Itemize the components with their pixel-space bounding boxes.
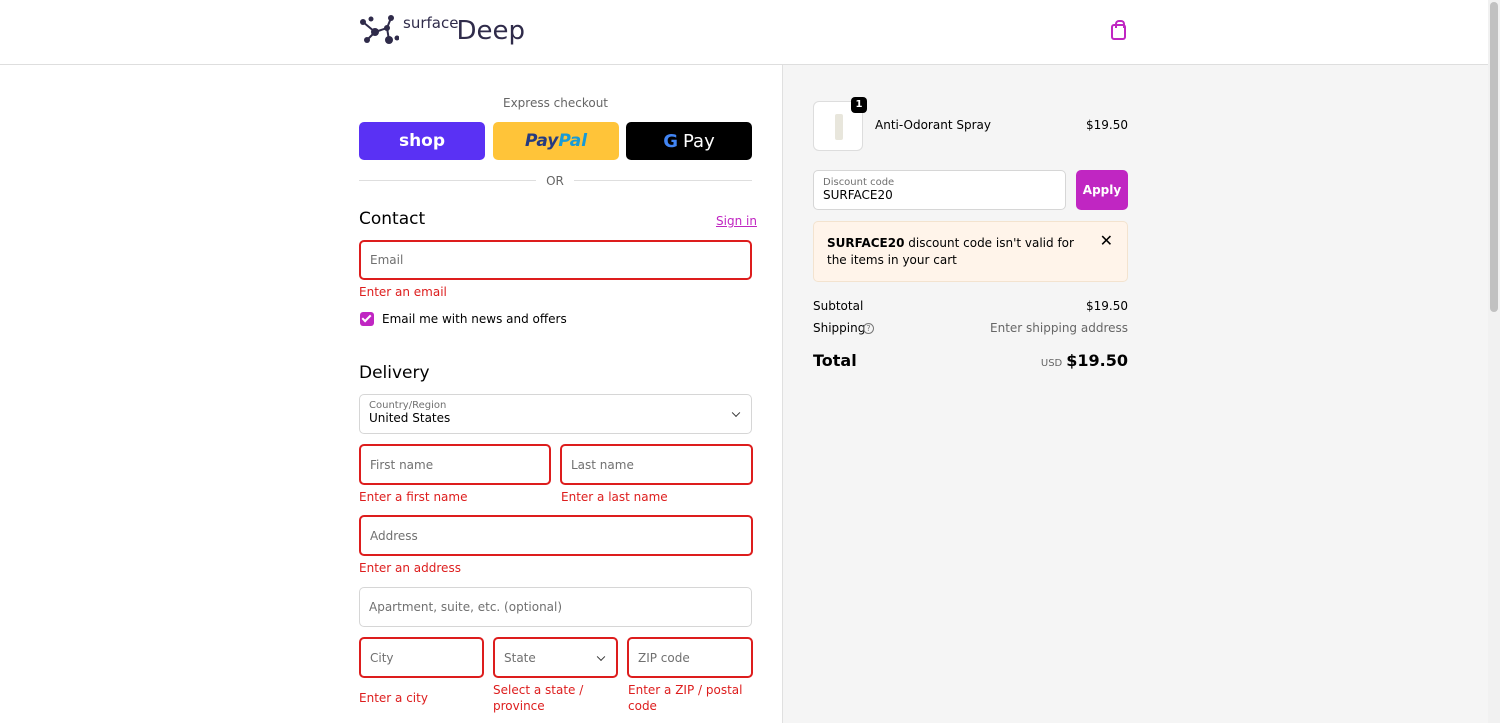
brand-small: surface: [403, 14, 459, 32]
zip-placeholder: ZIP code: [638, 650, 690, 665]
newsletter-label: Email me with news and offers: [382, 312, 567, 326]
delivery-title: Delivery: [359, 363, 430, 383]
subtotal-label: Subtotal: [813, 299, 864, 313]
scrollbar[interactable]: [1488, 0, 1500, 723]
contact-title: Contact: [359, 209, 426, 229]
first-name-error: Enter a first name: [359, 490, 468, 504]
total-value-group: USD $19.50: [1020, 351, 1128, 370]
shopping-bag-icon[interactable]: [1111, 20, 1126, 40]
apartment-input[interactable]: Apartment, suite, etc. (optional): [359, 587, 752, 627]
alert-text: discount code isn't valid for the items …: [827, 236, 1074, 267]
country-label: Country/Region: [369, 400, 447, 411]
or-divider: OR: [546, 174, 564, 188]
discount-code-input[interactable]: Discount code SURFACE20: [813, 170, 1066, 210]
state-placeholder: State: [504, 650, 536, 665]
total-label: Total: [813, 351, 857, 370]
email-error: Enter an email: [359, 285, 447, 299]
address-placeholder: Address: [370, 528, 418, 543]
state-error: Select a state / province: [493, 683, 584, 713]
product-price: $19.50: [1086, 118, 1128, 132]
total-value: $19.50: [1066, 351, 1128, 370]
email-input[interactable]: Email: [359, 240, 752, 280]
subtotal-value: $19.50: [1086, 299, 1128, 313]
shipping-label: Shipping: [813, 321, 866, 335]
check-icon: [361, 312, 372, 323]
google-pay-button[interactable]: G Pay: [626, 122, 752, 160]
first-name-input[interactable]: First name: [359, 444, 551, 485]
city-error: Enter a city: [359, 691, 428, 705]
shop-pay-button[interactable]: shop: [359, 122, 485, 160]
brand-large: Deep: [456, 16, 525, 46]
alert-code: SURFACE20: [827, 236, 905, 250]
shipping-value: Enter shipping address: [990, 321, 1128, 335]
zip-input[interactable]: ZIP code: [627, 637, 753, 678]
newsletter-checkbox[interactable]: [360, 312, 374, 326]
chevron-down-icon: [596, 652, 606, 661]
last-name-placeholder: Last name: [571, 457, 634, 472]
sign-in-link[interactable]: Sign in: [716, 214, 757, 228]
currency-code: USD: [1040, 358, 1063, 369]
product-name: Anti-Odorant Spray: [875, 118, 991, 132]
discount-label: Discount code: [823, 177, 895, 188]
gpay-label: Pay: [683, 130, 715, 152]
zip-error: Enter a ZIP / postal code: [628, 683, 743, 713]
help-icon[interactable]: ?: [863, 323, 874, 334]
header: surface Deep: [0, 0, 1488, 65]
city-input[interactable]: City: [359, 637, 484, 678]
paypal-label-b: Pal: [558, 131, 588, 151]
shop-label: shop: [398, 131, 446, 151]
discount-value: SURFACE20: [823, 188, 893, 202]
apply-button[interactable]: Apply: [1076, 170, 1128, 210]
last-name-input[interactable]: Last name: [560, 444, 753, 485]
google-g-icon: G: [663, 130, 679, 152]
state-select[interactable]: State: [493, 637, 618, 678]
apartment-placeholder: Apartment, suite, etc. (optional): [369, 600, 563, 614]
order-summary: [782, 65, 1488, 723]
city-placeholder: City: [370, 650, 394, 665]
country-value: United States: [369, 411, 451, 425]
country-select[interactable]: Country/Region United States: [359, 394, 752, 434]
address-error: Enter an address: [359, 561, 461, 575]
quantity-badge: 1: [851, 97, 867, 113]
first-name-placeholder: First name: [370, 457, 434, 472]
address-input[interactable]: Address: [359, 515, 753, 556]
discount-error-alert: SURFACE20 discount code isn't valid for …: [813, 221, 1128, 282]
scrollbar-thumb[interactable]: [1490, 2, 1498, 312]
spray-bottle-image: [835, 114, 843, 140]
close-icon[interactable]: ✕: [1099, 231, 1113, 250]
molecule-logo-icon: [360, 15, 399, 44]
paypal-label-a: Pay: [524, 131, 559, 151]
logo[interactable]: surface Deep: [359, 14, 525, 46]
last-name-error: Enter a last name: [561, 490, 668, 504]
express-checkout-title: Express checkout: [502, 96, 609, 110]
email-placeholder: Email: [370, 253, 404, 267]
paypal-button[interactable]: Pay Pal: [493, 122, 619, 160]
